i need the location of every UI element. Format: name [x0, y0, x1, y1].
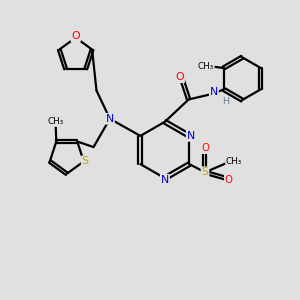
Text: O: O	[176, 72, 184, 82]
Text: O: O	[201, 143, 209, 153]
Text: CH₃: CH₃	[198, 62, 214, 71]
Text: S: S	[82, 157, 89, 166]
Text: N: N	[161, 175, 169, 185]
Text: O: O	[71, 31, 80, 41]
Text: O: O	[225, 175, 233, 185]
Text: N: N	[106, 114, 114, 124]
Text: N: N	[187, 131, 195, 141]
Text: N: N	[210, 87, 218, 97]
Text: CH₃: CH₃	[226, 158, 242, 166]
Text: CH₃: CH₃	[48, 117, 64, 126]
Text: H: H	[222, 97, 229, 106]
Text: S: S	[202, 167, 208, 177]
